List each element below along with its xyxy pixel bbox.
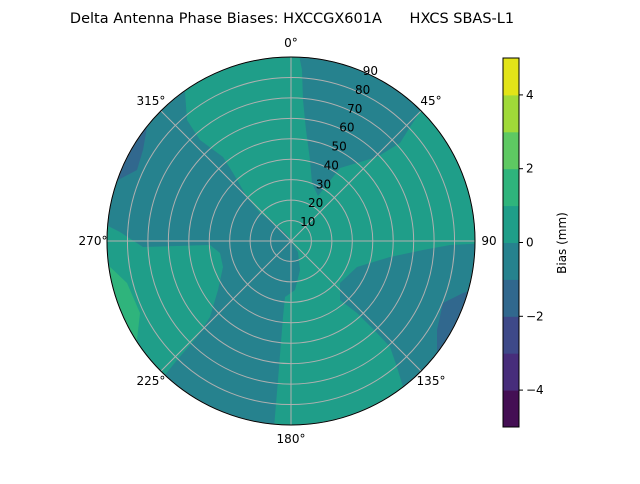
colorbar-band — [503, 94, 519, 133]
colorbar-band — [503, 58, 519, 96]
colorbar-tick-label: 4 — [526, 88, 534, 102]
radial-tick-label: 70 — [347, 102, 362, 116]
angular-tick-label: 0° — [284, 36, 298, 50]
colorbar-band — [503, 390, 519, 428]
radial-tick-label: 90 — [363, 64, 378, 78]
colorbar-band — [503, 316, 519, 354]
angular-tick-label: 135° — [417, 374, 446, 388]
colorbar-tick-label: 2 — [526, 162, 534, 176]
polar-grid — [106, 56, 476, 426]
radial-tick-label: 60 — [339, 121, 354, 135]
angular-gridline — [160, 110, 292, 242]
radial-tick-label: 20 — [308, 196, 323, 210]
colorbar-band — [503, 279, 519, 317]
angular-gridline — [290, 240, 422, 372]
polar-frame — [106, 56, 476, 426]
colorbar-band — [503, 353, 519, 391]
angular-gridline — [290, 110, 422, 242]
colorbar-tick-label: −4 — [526, 383, 544, 397]
angular-tick-label: 45° — [420, 94, 441, 108]
colorbar-tick-label: −2 — [526, 309, 544, 323]
angular-tick-label: 180° — [277, 432, 306, 446]
angular-tick-label: 315° — [137, 94, 166, 108]
radial-tick-label: 80 — [355, 83, 370, 97]
radial-tick-label: 30 — [316, 177, 331, 191]
angular-gridline — [160, 240, 292, 372]
colorbar-band — [503, 168, 519, 207]
colorbar: −4 −2 0 2 4 — [502, 57, 544, 428]
colorbar-band — [503, 131, 519, 170]
chart-title: Delta Antenna Phase Biases: HXCCGX601A H… — [70, 11, 514, 27]
angular-tick-labels: 0° 45° 90 135° 180° 225° 270° 315° — [79, 36, 497, 446]
colorbar-tick-label: 0 — [526, 236, 534, 250]
angular-tick-label: 225° — [137, 374, 166, 388]
colorbar-band — [503, 242, 519, 280]
colorbar-band — [503, 205, 519, 243]
colorbar-label: Bias (mm) — [555, 212, 569, 274]
angular-tick-label: 270° — [79, 234, 108, 248]
angular-tick-label: 90 — [481, 234, 496, 248]
radial-tick-label: 40 — [324, 158, 339, 172]
radial-tick-labels: 10 20 30 40 50 60 70 80 90 — [300, 64, 378, 229]
radial-tick-label: 10 — [300, 215, 315, 229]
radial-tick-label: 50 — [331, 140, 346, 154]
